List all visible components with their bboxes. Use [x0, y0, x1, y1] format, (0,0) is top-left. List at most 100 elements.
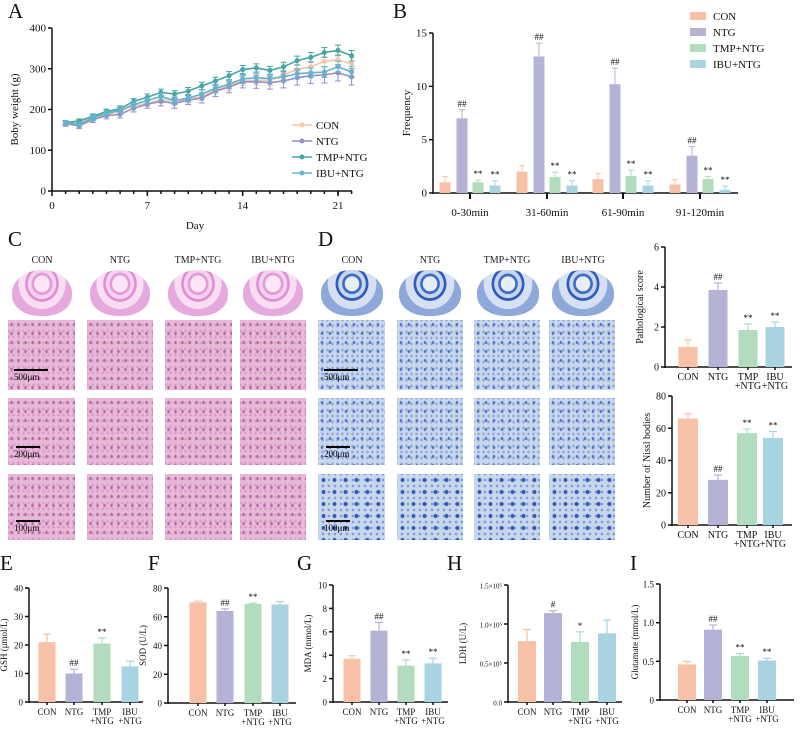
- scale-bar: [326, 446, 350, 448]
- x-tick-label: 0: [49, 200, 55, 212]
- micrograph: [240, 398, 306, 465]
- y-axis-label: LDH (U/L): [458, 623, 468, 664]
- x-tick-label: NTG: [65, 707, 84, 717]
- micrograph: [397, 320, 463, 390]
- x-tick-label: +NTG: [762, 381, 788, 392]
- x-tick-label: TMP: [93, 707, 112, 717]
- legend-marker: [299, 122, 305, 128]
- scale-bar-label: 500μm: [14, 372, 40, 382]
- bar-con: [189, 602, 207, 703]
- significance-mark: ##: [714, 464, 724, 474]
- micrograph: [549, 320, 615, 390]
- scale-bar: [16, 446, 40, 448]
- x-tick-label: CON: [677, 530, 698, 541]
- legend-label: CON: [316, 120, 339, 132]
- y-tick-label: 4: [654, 283, 659, 294]
- micrograph: [397, 474, 463, 540]
- y-tick-label: 0: [650, 696, 655, 706]
- x-tick-label: IBU: [766, 372, 784, 383]
- brain-slice-image: [168, 270, 228, 316]
- legend-label: TMP+NTG: [316, 152, 367, 164]
- bar-tmp: [738, 330, 758, 367]
- data-point-tmp: [267, 67, 273, 73]
- bar-tmp: [737, 433, 757, 525]
- data-point-ibu: [158, 93, 164, 99]
- scale-bar-label: 200μm: [324, 449, 350, 459]
- bar-con: [516, 171, 528, 193]
- bar-con: [669, 184, 681, 193]
- micrograph: [318, 398, 385, 465]
- bar-ntg: [704, 629, 722, 700]
- x-tick-label: CON: [677, 372, 698, 383]
- significance-mark: ##: [535, 32, 545, 42]
- x-tick-label: NTG: [708, 372, 729, 383]
- legend-marker: [299, 170, 305, 176]
- bar-tmp: [244, 603, 262, 703]
- legend-label: NTG: [316, 136, 339, 148]
- column-title-ntg: NTG: [109, 255, 131, 266]
- legend-label: IBU+NTG: [713, 59, 761, 71]
- legend-label: TMP+NTG: [713, 43, 764, 55]
- x-tick-label: IBU: [425, 707, 441, 717]
- data-point-tmp: [308, 54, 314, 60]
- x-tick-label: TMP: [738, 372, 759, 383]
- series-line-con: [65, 58, 352, 125]
- y-tick-label: 80: [656, 392, 666, 403]
- significance-mark: **: [568, 170, 578, 180]
- significance-mark: **: [551, 161, 561, 171]
- y-tick-label: 15: [416, 28, 428, 40]
- data-point-ibu: [240, 76, 246, 82]
- bar-ibu: [763, 437, 783, 525]
- scale-bar-label: 500μm: [324, 372, 350, 382]
- y-axis-label: GSH (μmol/L): [0, 618, 9, 671]
- x-tick-label: +NTG: [728, 714, 752, 724]
- micrograph: [8, 474, 75, 540]
- bar-ntg: [609, 84, 621, 193]
- x-tick-label: CON: [342, 707, 362, 717]
- significance-mark: **: [763, 647, 773, 657]
- x-tick-label: 0-30min: [451, 207, 489, 219]
- micrograph: [318, 474, 385, 540]
- scale-bar-label: 100μm: [14, 523, 40, 533]
- x-tick-label: NTG: [708, 530, 729, 541]
- x-tick-label: +NTG: [90, 716, 114, 726]
- bar-con: [518, 641, 536, 702]
- x-tick-label: 7: [145, 200, 151, 212]
- bar-ibu: [598, 633, 616, 702]
- significance-mark: **: [402, 649, 412, 659]
- data-point-tmp: [321, 49, 327, 55]
- micrograph: [8, 398, 75, 465]
- significance-mark: ##: [221, 598, 231, 608]
- y-tick-label: 0.5×10⁵: [480, 661, 503, 669]
- micrograph: [87, 398, 153, 465]
- data-point-ibu: [308, 70, 314, 76]
- bar-con: [678, 347, 698, 367]
- bar-ntg: [533, 56, 545, 193]
- y-tick-label: 0: [19, 698, 24, 708]
- scale-bar: [14, 369, 48, 371]
- scale-bar-label: 100μm: [324, 523, 350, 533]
- y-tick-label: 400: [30, 23, 47, 35]
- brain-slice-image: [12, 270, 72, 316]
- micrograph: [474, 398, 540, 465]
- micrograph: [397, 398, 463, 465]
- data-point-ibu: [294, 71, 300, 77]
- bar-con: [38, 642, 56, 702]
- x-tick-label: IBU: [122, 707, 138, 717]
- bar-ntg: [686, 155, 698, 193]
- micrograph: [474, 474, 540, 540]
- y-tick-label: 300: [30, 63, 47, 75]
- y-axis-label: SOD (U/L): [138, 625, 148, 666]
- micrograph: [8, 320, 75, 390]
- y-tick-label: 30: [14, 612, 24, 622]
- brain-slice-image: [243, 270, 303, 316]
- significance-mark: **: [491, 170, 501, 180]
- panel-letter-e: E: [0, 551, 13, 575]
- data-point-ibu: [212, 85, 218, 91]
- data-point-ibu: [90, 115, 96, 121]
- significance-mark: ##: [688, 136, 698, 146]
- panel-letter-d: D: [318, 227, 334, 251]
- x-tick-label: +NTG: [241, 717, 265, 727]
- bar-ntg: [65, 673, 83, 702]
